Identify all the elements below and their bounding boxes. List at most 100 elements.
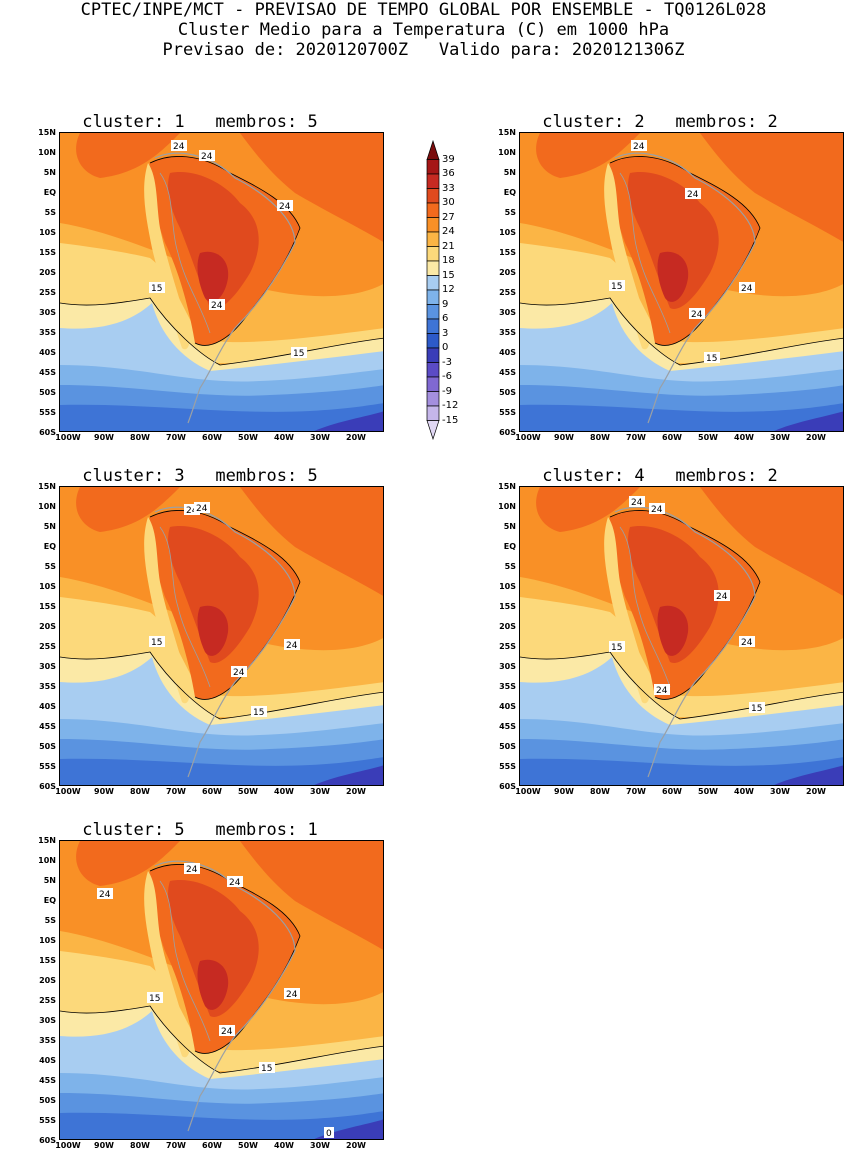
longitude-label: 60W xyxy=(202,787,222,796)
longitude-label: 50W xyxy=(698,433,718,442)
longitude-label: 40W xyxy=(734,787,754,796)
latitude-label: 60S xyxy=(499,782,516,791)
latitude-label: EQ xyxy=(43,542,56,551)
longitude-label: 80W xyxy=(590,433,610,442)
latitude-label: 60S xyxy=(39,782,56,791)
colorbar-swatch xyxy=(426,405,440,421)
svg-text:15: 15 xyxy=(293,349,304,359)
latitude-label: 10N xyxy=(38,148,56,157)
longitude-label: 100W xyxy=(55,433,81,442)
border-line xyxy=(159,172,211,334)
temperature-map: 24 24 24 15 24 15 xyxy=(59,132,384,432)
andes-band-18 xyxy=(144,517,190,704)
contour-label: 24 xyxy=(209,299,225,311)
latitude-label: EQ xyxy=(503,542,516,551)
latitude-label: 60S xyxy=(499,428,516,437)
svg-text:24: 24 xyxy=(186,865,198,875)
longitude-label: 30W xyxy=(770,787,790,796)
longitude-label: 50W xyxy=(238,433,258,442)
longitude-label: 70W xyxy=(626,433,646,442)
latitude-label: 45S xyxy=(499,722,516,731)
contour-label: 24 xyxy=(284,639,300,651)
svg-text:24: 24 xyxy=(201,152,213,162)
colorbar-tick-label: 0 xyxy=(442,342,449,353)
latitude-label: 50S xyxy=(39,742,56,751)
latitude-label: 15N xyxy=(498,482,516,491)
colorbar-tick-label: 36 xyxy=(442,168,455,179)
latitude-label: 5S xyxy=(44,916,56,925)
temperature-field: 24 24 24 24 15 24 15 xyxy=(520,487,843,785)
latitude-label: 45S xyxy=(39,368,56,377)
colorbar-tick-label: 33 xyxy=(442,182,455,194)
colorbar-tick-label: 6 xyxy=(442,313,449,324)
contour-label: 24 xyxy=(714,590,730,602)
svg-text:24: 24 xyxy=(741,638,753,648)
longitude-label: 20W xyxy=(806,787,826,796)
colorbar-swatch xyxy=(426,260,440,276)
latitude-label: 25S xyxy=(499,288,516,297)
colorbar-tick-label: 3 xyxy=(442,327,449,339)
contour-label: 24 xyxy=(654,684,670,696)
border-line xyxy=(159,526,211,688)
field-band-0 xyxy=(314,765,383,785)
colorbar-swatch xyxy=(426,347,440,363)
latitude-label: 50S xyxy=(499,388,516,397)
contour-label: 24 xyxy=(227,876,243,888)
latitude-label: 30S xyxy=(39,1016,56,1025)
colorbar-top-triangle xyxy=(426,139,440,160)
latitude-label: 30S xyxy=(499,662,516,671)
continent-band-30 xyxy=(168,880,259,1017)
colorbar-swatch xyxy=(426,231,440,247)
contour-label: 24 xyxy=(739,636,755,648)
latitude-label: 15S xyxy=(39,602,56,611)
latitude-label: 55S xyxy=(39,1116,56,1125)
contour-label: 24 xyxy=(284,988,300,1000)
latitude-label: 60S xyxy=(39,1136,56,1145)
contour-label: 24 xyxy=(631,140,647,152)
latitude-label: 55S xyxy=(499,408,516,417)
latitude-label: EQ xyxy=(43,896,56,905)
contour-label: 15 xyxy=(147,992,163,1004)
contour-24 xyxy=(149,510,301,700)
andes-band-18 xyxy=(604,163,650,350)
colorbar-swatch xyxy=(426,275,440,291)
latitude-label: 10S xyxy=(39,582,56,591)
contour-label: 15 xyxy=(704,352,720,364)
contour-15 xyxy=(520,297,843,366)
longitude-label: 20W xyxy=(806,433,826,442)
field-band-27-pacific xyxy=(76,841,180,886)
contour-label: 24 xyxy=(231,666,247,678)
longitude-label: 30W xyxy=(770,433,790,442)
colorbar-swatch xyxy=(426,159,440,175)
field-band-3 xyxy=(60,1111,383,1139)
latitude-label: 50S xyxy=(39,388,56,397)
svg-text:24: 24 xyxy=(716,592,728,602)
svg-text:15: 15 xyxy=(706,354,717,364)
field-band-3 xyxy=(520,757,843,785)
temperature-map: 24 24 15 24 24 15 xyxy=(519,132,844,432)
latitude-label: EQ xyxy=(503,188,516,197)
longitude-label: 90W xyxy=(94,1141,114,1150)
latitude-label: 10S xyxy=(499,228,516,237)
temperature-field: 24 24 24 24 15 24 15 0 xyxy=(60,841,383,1139)
longitude-label: 30W xyxy=(310,433,330,442)
latitude-label: 35S xyxy=(499,682,516,691)
colorbar-swatch xyxy=(426,289,440,305)
longitude-label: 20W xyxy=(346,787,366,796)
colorbar-swatch xyxy=(426,202,440,218)
longitude-label: 50W xyxy=(698,787,718,796)
latitude-label: 20S xyxy=(39,976,56,985)
latitude-label: 25S xyxy=(39,996,56,1005)
contour-24 xyxy=(149,864,301,1054)
colorbar-swatch xyxy=(426,318,440,334)
latitude-label: 35S xyxy=(39,1036,56,1045)
latitude-label: 10S xyxy=(39,228,56,237)
field-band-27-ocean xyxy=(240,487,383,596)
colorbar-tick-label: 18 xyxy=(442,255,455,266)
longitude-label: 100W xyxy=(515,787,541,796)
svg-text:24: 24 xyxy=(211,301,223,311)
latitude-label: 5S xyxy=(504,562,516,571)
continent-band-30 xyxy=(628,526,719,663)
latitude-label: 50S xyxy=(499,742,516,751)
